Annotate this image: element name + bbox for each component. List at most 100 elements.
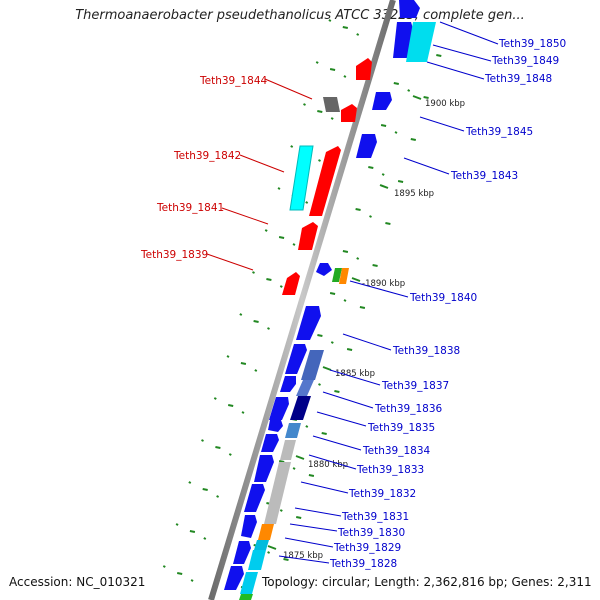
gene-arrow[interactable] bbox=[241, 515, 257, 538]
track-dot bbox=[240, 362, 247, 365]
gene-arrow[interactable] bbox=[289, 145, 314, 211]
gene-label-teth39-1849[interactable]: Teth39_1849 bbox=[491, 55, 559, 67]
gene-label-teth39-1841[interactable]: Teth39_1841 bbox=[156, 202, 224, 214]
scale-label: 1900 kbp bbox=[425, 99, 465, 109]
gene-label-teth39-1850[interactable]: Teth39_1850 bbox=[498, 38, 566, 50]
track-dot bbox=[394, 131, 398, 134]
gene-arrow[interactable] bbox=[224, 566, 244, 590]
track-dot bbox=[343, 299, 347, 302]
forward-strand-genes[interactable] bbox=[224, 0, 436, 600]
gene-label-teth39-1844[interactable]: Teth39_1844 bbox=[199, 75, 268, 87]
gene-arrow[interactable] bbox=[332, 268, 342, 282]
gene-label-teth39-1848[interactable]: Teth39_1848 bbox=[484, 73, 552, 85]
track-dot bbox=[267, 327, 270, 330]
gene-arrow[interactable] bbox=[296, 380, 314, 396]
forward-gene-labels: Teth39_1850 Teth39_1849 Teth39_1848 Teth… bbox=[329, 38, 566, 570]
track-dot bbox=[305, 425, 309, 428]
gene-arrow[interactable] bbox=[240, 572, 258, 594]
gene-arrow[interactable] bbox=[280, 376, 296, 392]
gene-label-teth39-1834[interactable]: Teth39_1834 bbox=[362, 445, 431, 457]
scale-ticks bbox=[267, 95, 422, 550]
scale-label: 1885 kbp bbox=[335, 369, 375, 379]
gene-arrow[interactable] bbox=[323, 97, 340, 112]
gene-label-teth39-1839[interactable]: Teth39_1839 bbox=[140, 249, 208, 261]
track-dots bbox=[162, 19, 442, 589]
track-dot bbox=[330, 117, 334, 120]
gene-label-teth39-1831[interactable]: Teth39_1831 bbox=[341, 511, 409, 523]
track-dot bbox=[202, 488, 208, 491]
accession-text: Accession: NC_010321 bbox=[9, 575, 146, 589]
gene-label-teth39-1843[interactable]: Teth39_1843 bbox=[450, 170, 518, 182]
gene-arrow[interactable] bbox=[298, 222, 318, 250]
gene-arrow[interactable] bbox=[290, 396, 311, 420]
gene-arrow[interactable] bbox=[244, 484, 265, 512]
track-dot bbox=[303, 103, 306, 106]
gene-arrow[interactable] bbox=[280, 440, 296, 460]
gene-arrow[interactable] bbox=[261, 434, 279, 452]
gene-arrow[interactable] bbox=[285, 344, 307, 374]
gene-label-teth39-1835[interactable]: Teth39_1835 bbox=[367, 422, 435, 434]
gene-arrow[interactable] bbox=[233, 541, 251, 564]
track-dot bbox=[334, 390, 340, 393]
gene-arrow[interactable] bbox=[356, 58, 372, 80]
track-dot bbox=[279, 460, 285, 463]
gene-arrow[interactable] bbox=[301, 350, 324, 380]
gene-label-teth39-1840[interactable]: Teth39_1840 bbox=[409, 292, 477, 304]
gene-label-teth39-1837[interactable]: Teth39_1837 bbox=[381, 380, 449, 392]
gene-arrow[interactable] bbox=[309, 146, 341, 216]
gene-label-teth39-1828[interactable]: Teth39_1828 bbox=[329, 558, 397, 570]
scale-label: 1895 kbp bbox=[394, 189, 434, 199]
track-dot bbox=[359, 306, 366, 309]
gene-arrow[interactable] bbox=[372, 92, 392, 110]
track-dot bbox=[267, 551, 271, 554]
track-dot bbox=[308, 474, 315, 477]
track-dot bbox=[356, 33, 360, 36]
gene-arrow[interactable] bbox=[264, 462, 291, 524]
scale-label: 1875 kbp bbox=[283, 551, 323, 561]
gene-arrow[interactable] bbox=[285, 423, 301, 438]
gene-arrow[interactable] bbox=[239, 594, 253, 600]
track-dot bbox=[372, 264, 378, 267]
gene-arrow[interactable] bbox=[268, 420, 283, 432]
track-dot bbox=[292, 467, 296, 470]
reverse-strand-genes[interactable] bbox=[282, 58, 372, 295]
gene-label-teth39-1829[interactable]: Teth39_1829 bbox=[333, 542, 401, 554]
gene-arrow[interactable] bbox=[254, 540, 269, 550]
track-dot bbox=[296, 516, 302, 519]
gene-arrow[interactable] bbox=[254, 455, 274, 482]
gene-label-teth39-1838[interactable]: Teth39_1838 bbox=[392, 345, 460, 357]
track-dot bbox=[241, 411, 245, 414]
gene-label-teth39-1833[interactable]: Teth39_1833 bbox=[356, 464, 424, 476]
genome-backbone bbox=[208, 0, 396, 600]
gene-label-teth39-1842[interactable]: Teth39_1842 bbox=[173, 150, 241, 162]
track-dot bbox=[346, 348, 353, 351]
track-dot bbox=[342, 250, 349, 253]
gene-arrow[interactable] bbox=[258, 524, 274, 540]
track-dot bbox=[279, 509, 283, 512]
track-dot bbox=[278, 236, 285, 239]
gene-label-teth39-1845[interactable]: Teth39_1845 bbox=[465, 126, 533, 138]
topology-text: Topology: circular; Length: 2,362,816 bp… bbox=[262, 575, 592, 589]
reverse-leaders bbox=[206, 78, 313, 271]
track-dot bbox=[407, 89, 411, 92]
track-dot bbox=[305, 201, 309, 204]
track-dot bbox=[355, 208, 361, 211]
gene-arrow[interactable] bbox=[316, 263, 332, 276]
gene-arrow[interactable] bbox=[282, 272, 300, 295]
gene-arrow[interactable] bbox=[399, 0, 420, 18]
gene-arrow[interactable] bbox=[296, 306, 321, 340]
gene-label-teth39-1830[interactable]: Teth39_1830 bbox=[337, 527, 405, 539]
gene-label-teth39-1832[interactable]: Teth39_1832 bbox=[348, 488, 416, 500]
gene-arrow[interactable] bbox=[339, 268, 349, 284]
gene-arrow[interactable] bbox=[269, 397, 289, 420]
gene-arrow[interactable] bbox=[356, 134, 377, 158]
track-dot bbox=[252, 271, 255, 274]
scale-label: 1880 kbp bbox=[308, 460, 348, 470]
forward-leaders bbox=[278, 21, 499, 564]
gene-arrow[interactable] bbox=[406, 22, 436, 62]
track-dot bbox=[330, 341, 334, 344]
gene-label-teth39-1836[interactable]: Teth39_1836 bbox=[374, 403, 443, 415]
gene-arrow[interactable] bbox=[341, 104, 357, 122]
gene-arrow[interactable] bbox=[248, 550, 266, 570]
